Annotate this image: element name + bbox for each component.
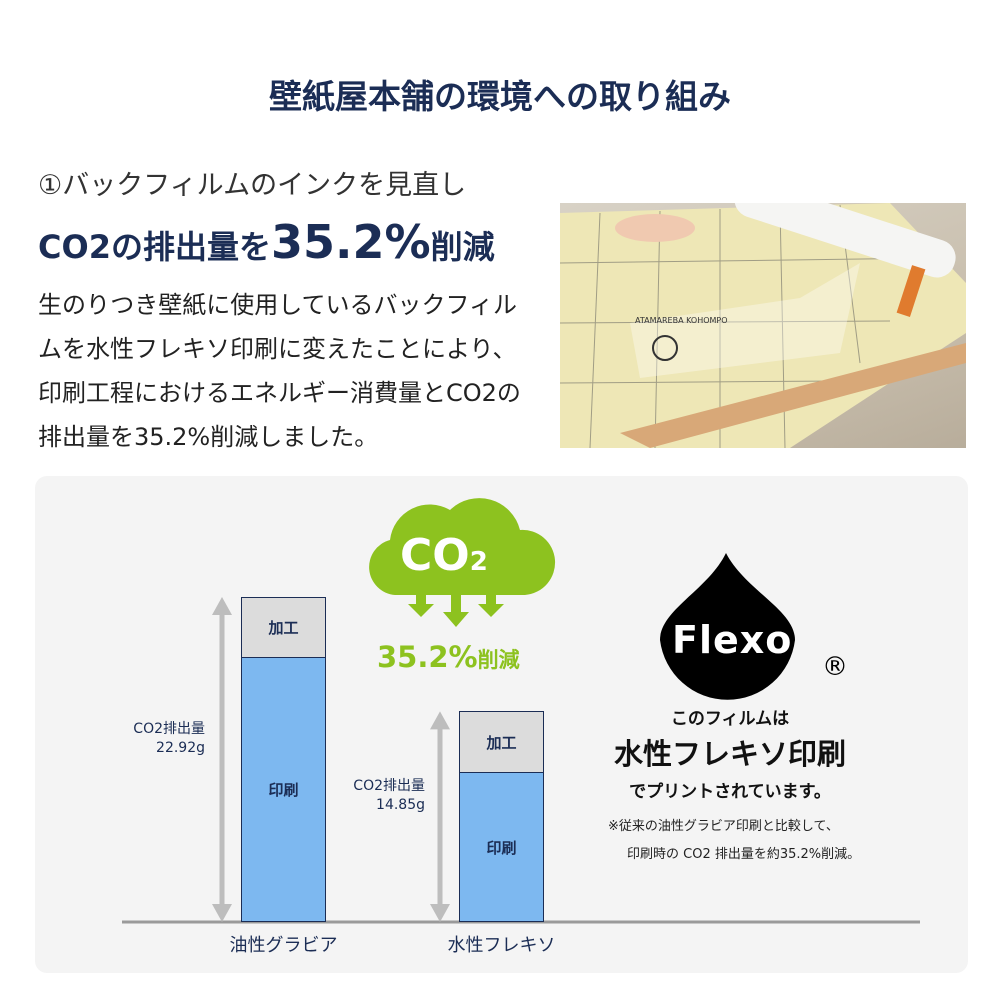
- co2-label: CO2: [400, 530, 488, 581]
- headline-prefix: CO2の排出量を: [38, 228, 271, 266]
- wallpaper-photo: ATAMAREBA KOHOMPO: [560, 203, 966, 448]
- cloud-icon: [369, 498, 556, 595]
- registered-mark: ®: [822, 652, 848, 682]
- page-title: 壁紙屋本舗の環境への取り組み: [269, 77, 731, 116]
- flexo-logo-text: Flexo: [672, 618, 793, 662]
- category-label: 水性フレキソ: [447, 935, 556, 956]
- total-label-value: 14.85g: [376, 796, 425, 813]
- flexo-note1: ※従来の油性グラビア印刷と比較して、: [608, 819, 839, 834]
- stacked-bar: 加工 印刷: [459, 711, 544, 922]
- headline-value: 35.2%: [270, 215, 431, 269]
- total-height-arrow: [212, 597, 232, 922]
- bar-segment-process: 加工: [460, 712, 543, 774]
- total-label: CO2排出量 14.85g: [353, 777, 425, 815]
- section-description: 生のりつき壁紙に使用しているバックフィルムを水性フレキソ印刷に変えたことにより、…: [38, 291, 521, 451]
- flexo-line2: 水性フレキソ印刷: [613, 737, 846, 771]
- total-label-title: CO2排出量: [133, 720, 205, 737]
- total-label-value: 22.92g: [156, 739, 205, 756]
- section-headline: CO2の排出量を35.2%削減: [38, 215, 495, 269]
- total-label-title: CO2排出量: [353, 777, 425, 794]
- section-heading: ①バックフィルムのインクを見直し: [38, 170, 467, 201]
- stacked-bar: 加工 印刷: [241, 597, 326, 922]
- flexo-note2: 印刷時の CO2 排出量を約35.2%削減。: [627, 847, 861, 862]
- flexo-line1: このフィルムは: [670, 709, 790, 729]
- bar-segment-process: 加工: [242, 598, 325, 658]
- total-height-arrow: [430, 711, 450, 922]
- bar-segment-print: 印刷: [460, 773, 543, 921]
- headline-suffix: 削減: [430, 228, 495, 266]
- ink-drop-icon: [660, 553, 795, 700]
- flexo-drop: [660, 553, 795, 700]
- bar-segment-print: 印刷: [242, 657, 325, 921]
- total-label: CO2排出量 22.92g: [133, 720, 205, 758]
- film-print-text: ATAMAREBA KOHOMPO: [635, 316, 728, 325]
- down-arrows-icon: [408, 585, 504, 627]
- flexo-line3: でプリントされています。: [629, 782, 831, 802]
- reduction-label: 35.2%削減: [377, 640, 520, 674]
- category-label: 油性グラビア: [229, 935, 338, 956]
- co2-cloud: [369, 498, 556, 627]
